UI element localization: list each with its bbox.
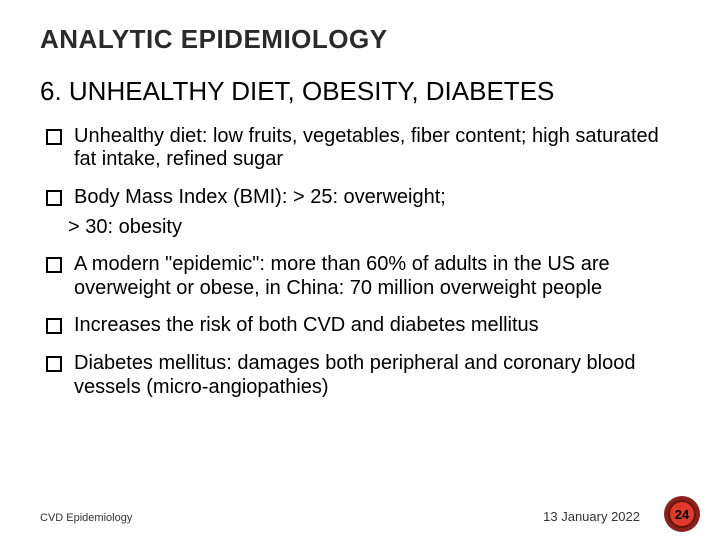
slide-title: ANALYTIC EPIDEMIOLOGY <box>40 24 680 55</box>
slide: ANALYTIC EPIDEMIOLOGY 6. UNHEALTHY DIET,… <box>0 0 720 540</box>
page-number: 24 <box>664 496 700 532</box>
list-item: Body Mass Index (BMI): > 25: overweight; <box>46 186 680 210</box>
list-item: Diabetes mellitus: damages both peripher… <box>46 352 680 399</box>
section-heading: 6. UNHEALTHY DIET, OBESITY, DIABETES <box>40 77 680 107</box>
list-item: Increases the risk of both CVD and diabe… <box>46 314 680 338</box>
list-item: Unhealthy diet: low fruits, vegetables, … <box>46 125 680 172</box>
page-number-badge: 24 <box>664 496 700 532</box>
bullet-list: Unhealthy diet: low fruits, vegetables, … <box>40 125 680 210</box>
list-item-continuation: > 30: obesity <box>40 216 680 240</box>
bullet-list: A modern "epidemic": more than 60% of ad… <box>40 253 680 399</box>
footer-left: CVD Epidemiology <box>40 512 132 524</box>
footer-date: 13 January 2022 <box>543 509 640 524</box>
list-item: A modern "epidemic": more than 60% of ad… <box>46 253 680 300</box>
